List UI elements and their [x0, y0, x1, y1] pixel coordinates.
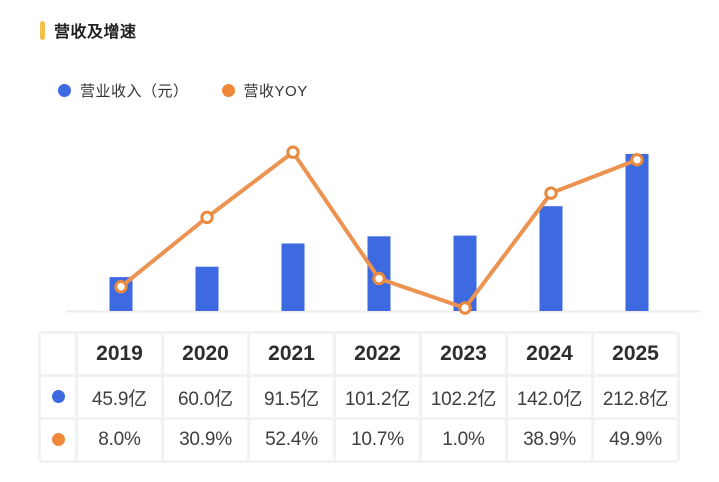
yoy-marker-2024[interactable]: [544, 186, 558, 200]
table-cell-2025: 49.9%: [594, 420, 677, 460]
table-body: 45.9亿 60.0亿 91.5亿 101.2亿 102.2亿 142.0亿 212.8亿 8…: [41, 377, 677, 460]
table-cell-2021: 91.5亿: [250, 377, 333, 417]
title-accent-bar-icon: [40, 20, 45, 40]
table-cell-2024: 142.0亿: [508, 377, 591, 417]
table-cell-2022: 101.2亿: [336, 377, 419, 417]
bar-2025[interactable]: [625, 153, 649, 311]
table-cell-2019: 45.9亿: [78, 377, 161, 417]
table-cell-2023: 102.2亿: [422, 377, 505, 417]
legend-label-yoy: 营收YOY: [243, 83, 308, 100]
yoy-marker-2020[interactable]: [200, 210, 214, 225]
table-cell-2024: 38.9%: [508, 420, 591, 460]
yoy-marker-2019[interactable]: [114, 280, 128, 294]
legend-item-yoy[interactable]: 营收YOY: [221, 80, 308, 101]
yoy-row-dot-icon: [51, 433, 65, 447]
bar-2021[interactable]: [281, 243, 305, 311]
page-title: 营收及增速: [54, 24, 137, 41]
table-header-row: 2019 2020 2021 2022 2023 2024 2025: [41, 334, 677, 374]
table-cell-2019: 8.0%: [78, 420, 161, 460]
table-corner-cell: [41, 334, 75, 374]
bar-2020[interactable]: [195, 266, 219, 311]
table-cell-2022: 10.7%: [336, 420, 419, 460]
yoy-marker-2025[interactable]: [630, 153, 644, 167]
bar-2024[interactable]: [539, 206, 563, 311]
legend-label-revenue: 营业收入（元）: [80, 83, 189, 100]
year-header-2019: 2019: [78, 334, 161, 374]
bar-2023[interactable]: [453, 235, 477, 311]
year-header-2020: 2020: [164, 334, 247, 374]
table-cell-2025: 212.8亿: [594, 377, 677, 417]
table-cell-2021: 52.4%: [250, 420, 333, 460]
yoy-dot-icon: [221, 84, 235, 97]
year-header-2024: 2024: [508, 334, 591, 374]
yoy-marker-2021[interactable]: [286, 145, 300, 159]
year-header-2021: 2021: [250, 334, 333, 374]
year-header-2022: 2022: [336, 334, 419, 374]
table-cell-2020: 60.0亿: [164, 377, 247, 417]
yoy-marker-2022[interactable]: [372, 271, 386, 286]
table-row: 8.0% 30.9% 52.4% 10.7% 1.0% 38.9% 49.9%: [41, 420, 677, 460]
table-cell-2023: 1.0%: [422, 420, 505, 460]
revenue-dot-icon: [58, 84, 71, 97]
table-row: 45.9亿 60.0亿 91.5亿 101.2亿 102.2亿 142.0亿 212.8亿: [41, 377, 677, 417]
year-header-2025: 2025: [594, 334, 677, 374]
series-dot-cell: [41, 420, 75, 460]
legend-item-revenue[interactable]: 营业收入（元）: [58, 80, 189, 101]
chart-data-table: 2019 2020 2021 2022 2023 2024 2025 45.9亿 60.0亿 9…: [38, 331, 680, 463]
year-header-2023: 2023: [422, 334, 505, 374]
chart-legend: 营业收入（元） 营收YOY: [58, 80, 308, 101]
series-dot-cell: [41, 377, 75, 417]
revenue-row-dot-icon: [51, 390, 65, 404]
chart-area[interactable]: [0, 115, 719, 320]
table-cell-2020: 30.9%: [164, 420, 247, 460]
chart-canvas: [66, 145, 700, 315]
section-header: 营收及增速: [40, 18, 137, 42]
yoy-marker-2023[interactable]: [458, 301, 472, 315]
